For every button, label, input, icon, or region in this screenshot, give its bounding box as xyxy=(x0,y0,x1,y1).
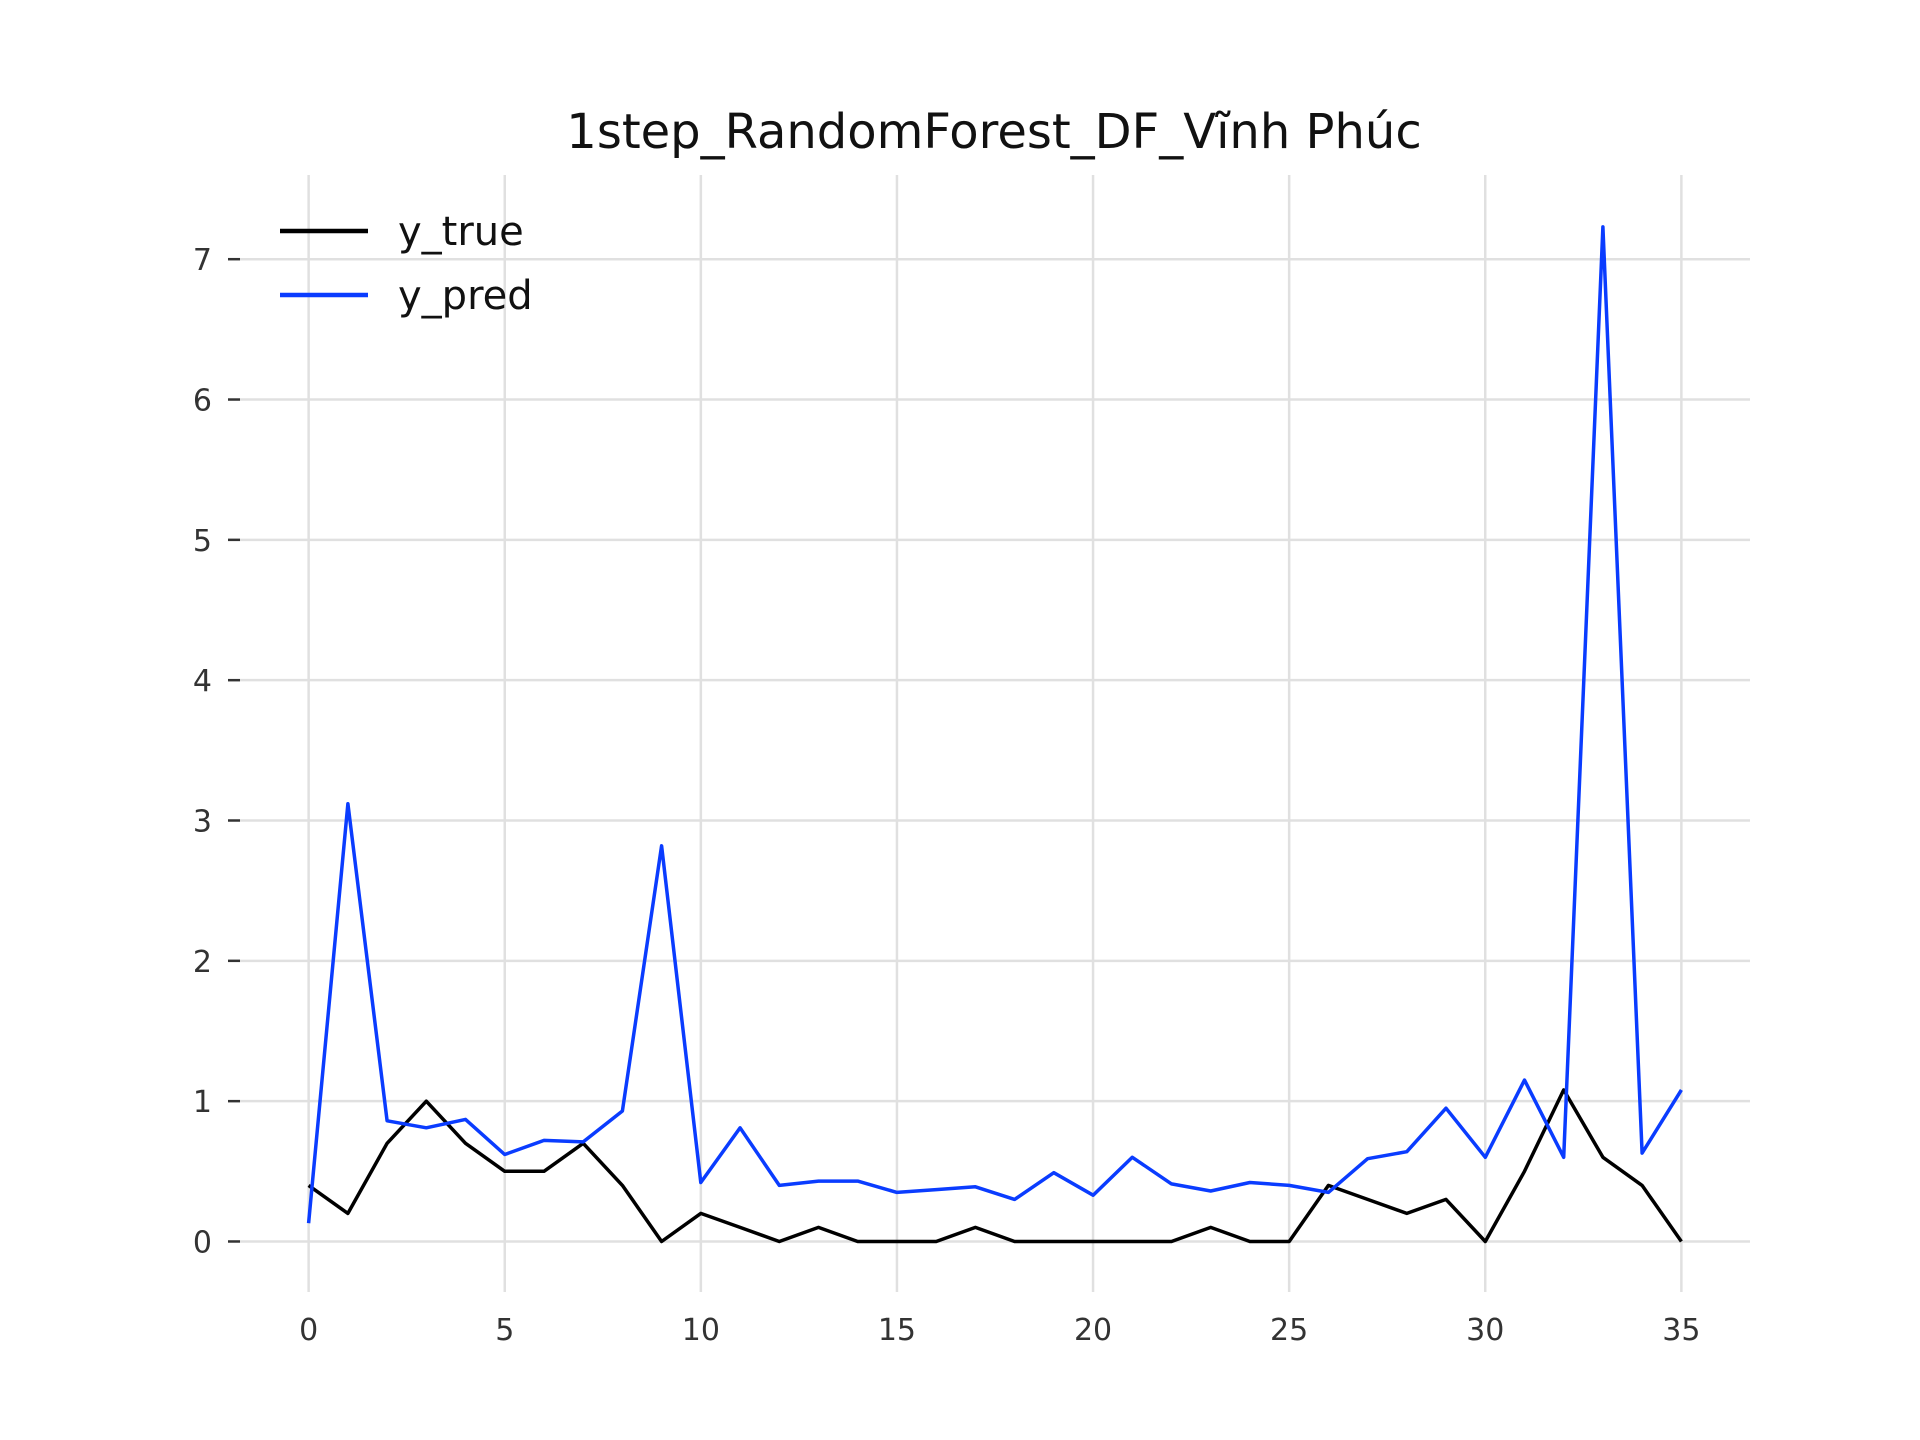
legend-label-y-pred: y_pred xyxy=(398,273,533,319)
y-tick-label: 7 xyxy=(193,243,212,278)
x-tick-label: 5 xyxy=(495,1313,514,1348)
x-tick-label: 35 xyxy=(1662,1313,1700,1348)
y-tick-label: 3 xyxy=(193,805,212,840)
x-axis: 0 5 10 15 20 25 30 35 xyxy=(299,1313,1700,1348)
y-axis: 0 1 2 3 4 5 6 7 xyxy=(193,243,240,1260)
y-tick-label: 6 xyxy=(193,384,212,419)
x-tick-label: 30 xyxy=(1466,1313,1504,1348)
y-tick-label: 1 xyxy=(193,1085,212,1120)
y-tick-label: 2 xyxy=(193,945,212,980)
y-tick-label: 4 xyxy=(193,664,212,699)
plot-series xyxy=(306,225,1683,1244)
x-tick-label: 15 xyxy=(878,1313,916,1348)
series-line-y-true xyxy=(307,1088,1683,1244)
chart-title: 1step_RandomForest_DF_Vĩnh Phúc xyxy=(566,104,1421,160)
x-tick-label: 10 xyxy=(682,1313,720,1348)
x-tick-label: 25 xyxy=(1270,1313,1308,1348)
y-tick-label: 0 xyxy=(193,1225,212,1260)
y-gridlines xyxy=(240,257,1750,1243)
legend-label-y-true: y_true xyxy=(398,209,524,255)
x-gridlines xyxy=(307,175,1683,1292)
x-tick-label: 0 xyxy=(299,1313,318,1348)
legend: y_true y_pred xyxy=(280,209,533,319)
series-line-y-pred xyxy=(306,225,1683,1224)
y-tick-label: 5 xyxy=(193,524,212,559)
x-tick-label: 20 xyxy=(1074,1313,1112,1348)
